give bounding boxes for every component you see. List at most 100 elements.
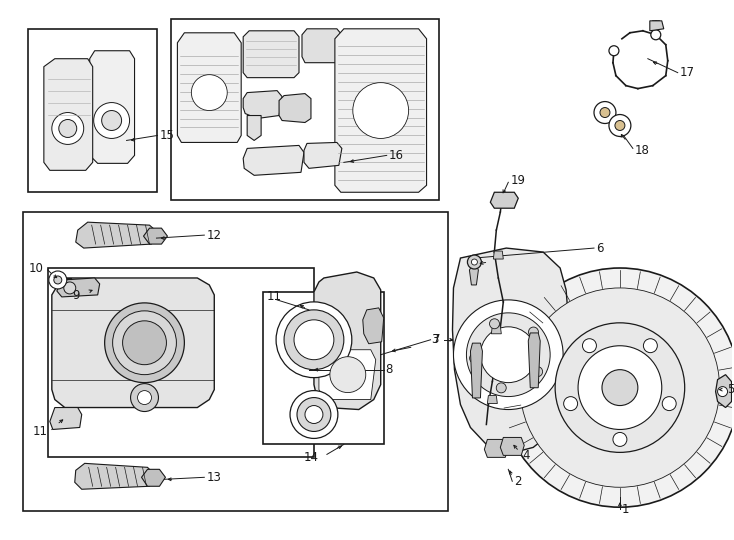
Text: 14: 14 bbox=[304, 451, 319, 464]
Polygon shape bbox=[57, 278, 100, 297]
Polygon shape bbox=[304, 143, 342, 168]
Circle shape bbox=[609, 46, 619, 56]
Polygon shape bbox=[470, 343, 482, 398]
Text: 11: 11 bbox=[267, 291, 282, 303]
Polygon shape bbox=[75, 463, 154, 489]
Polygon shape bbox=[142, 469, 165, 487]
Polygon shape bbox=[716, 375, 732, 408]
Circle shape bbox=[528, 327, 539, 337]
Circle shape bbox=[613, 433, 627, 447]
Circle shape bbox=[294, 320, 334, 360]
Circle shape bbox=[578, 346, 662, 429]
Polygon shape bbox=[501, 437, 524, 455]
Circle shape bbox=[471, 259, 477, 265]
Text: 6: 6 bbox=[596, 241, 603, 254]
Circle shape bbox=[470, 353, 479, 363]
Circle shape bbox=[65, 283, 70, 289]
Text: 3: 3 bbox=[431, 333, 438, 346]
Polygon shape bbox=[52, 278, 214, 408]
Circle shape bbox=[490, 319, 500, 329]
Polygon shape bbox=[279, 93, 311, 123]
Circle shape bbox=[480, 327, 537, 383]
Polygon shape bbox=[452, 248, 570, 454]
Circle shape bbox=[609, 114, 631, 137]
Polygon shape bbox=[490, 192, 518, 208]
Circle shape bbox=[594, 102, 616, 124]
Circle shape bbox=[466, 313, 550, 396]
Text: 15: 15 bbox=[159, 129, 175, 142]
Circle shape bbox=[297, 397, 331, 431]
Circle shape bbox=[59, 119, 77, 138]
Polygon shape bbox=[50, 408, 81, 429]
Circle shape bbox=[94, 103, 130, 138]
Bar bbox=[28, 29, 158, 192]
Polygon shape bbox=[487, 396, 498, 403]
Circle shape bbox=[468, 255, 482, 269]
Circle shape bbox=[600, 107, 610, 118]
Circle shape bbox=[454, 300, 563, 409]
Polygon shape bbox=[335, 29, 426, 192]
Text: 7: 7 bbox=[432, 333, 440, 346]
Polygon shape bbox=[470, 262, 479, 285]
Circle shape bbox=[602, 370, 638, 406]
Circle shape bbox=[284, 310, 344, 370]
Polygon shape bbox=[302, 29, 342, 63]
Circle shape bbox=[290, 390, 338, 438]
Circle shape bbox=[615, 120, 625, 131]
Bar bbox=[172, 19, 438, 200]
Circle shape bbox=[583, 339, 597, 353]
Text: 11: 11 bbox=[33, 425, 48, 438]
Polygon shape bbox=[243, 145, 304, 176]
Polygon shape bbox=[90, 51, 134, 164]
Circle shape bbox=[330, 357, 366, 393]
Text: 16: 16 bbox=[389, 149, 404, 162]
Circle shape bbox=[64, 282, 76, 294]
Bar bbox=[263, 292, 384, 444]
Polygon shape bbox=[491, 326, 501, 334]
Polygon shape bbox=[144, 228, 167, 244]
Circle shape bbox=[276, 302, 352, 377]
Polygon shape bbox=[363, 308, 384, 344]
Circle shape bbox=[49, 271, 67, 289]
Text: 5: 5 bbox=[727, 383, 734, 396]
Circle shape bbox=[101, 111, 122, 131]
Circle shape bbox=[105, 303, 184, 383]
Text: 10: 10 bbox=[29, 261, 44, 274]
Circle shape bbox=[54, 276, 62, 284]
Polygon shape bbox=[650, 21, 664, 31]
Circle shape bbox=[305, 406, 323, 423]
Circle shape bbox=[496, 383, 506, 393]
Polygon shape bbox=[243, 31, 299, 78]
Polygon shape bbox=[44, 59, 92, 170]
Text: 9: 9 bbox=[72, 289, 80, 302]
Circle shape bbox=[353, 83, 409, 138]
Circle shape bbox=[61, 279, 75, 293]
Polygon shape bbox=[243, 91, 282, 118]
Polygon shape bbox=[319, 350, 376, 400]
Circle shape bbox=[564, 397, 578, 410]
Circle shape bbox=[52, 112, 84, 144]
Text: 17: 17 bbox=[680, 66, 694, 79]
Text: 8: 8 bbox=[385, 363, 393, 376]
Polygon shape bbox=[178, 33, 241, 143]
Polygon shape bbox=[76, 222, 158, 248]
Circle shape bbox=[718, 387, 727, 396]
Circle shape bbox=[501, 268, 734, 507]
Bar bbox=[23, 212, 448, 511]
Text: 1: 1 bbox=[622, 503, 630, 516]
Text: 2: 2 bbox=[515, 475, 522, 488]
Text: 19: 19 bbox=[510, 174, 526, 187]
Text: 12: 12 bbox=[206, 228, 222, 241]
Polygon shape bbox=[484, 440, 508, 457]
Circle shape bbox=[533, 367, 542, 376]
Circle shape bbox=[131, 383, 159, 411]
Text: 4: 4 bbox=[523, 449, 530, 462]
Circle shape bbox=[555, 323, 685, 453]
Circle shape bbox=[137, 390, 151, 404]
Polygon shape bbox=[528, 333, 540, 388]
Circle shape bbox=[192, 75, 228, 111]
Circle shape bbox=[662, 397, 676, 410]
Polygon shape bbox=[247, 116, 261, 140]
Circle shape bbox=[644, 339, 658, 353]
Circle shape bbox=[123, 321, 167, 364]
